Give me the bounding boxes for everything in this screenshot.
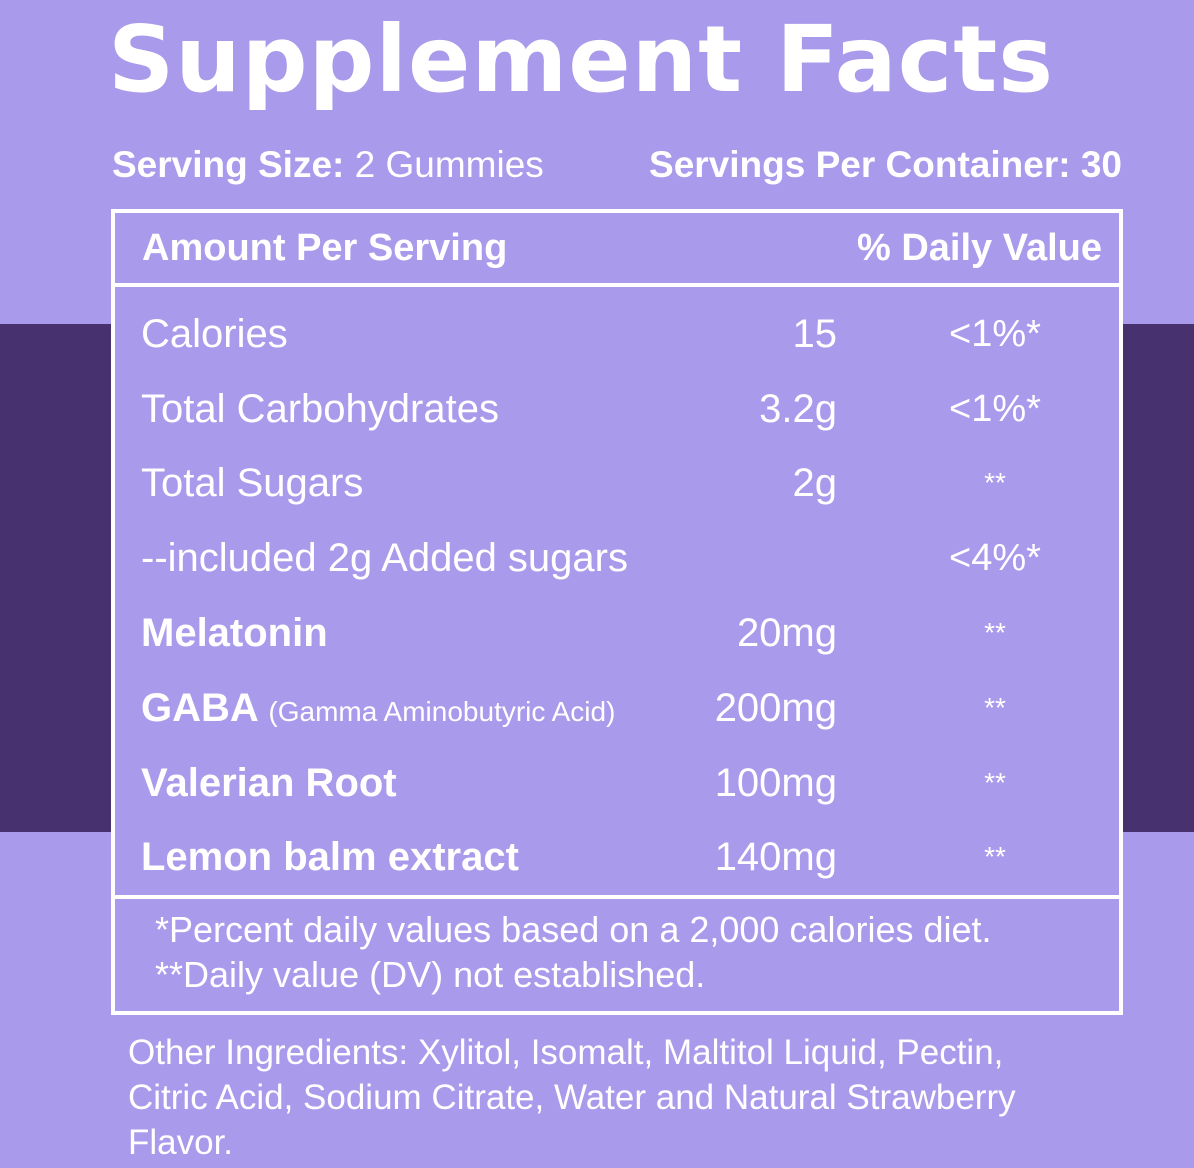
nutrient-name: --included 2g Added sugars xyxy=(141,536,628,580)
servings-per-container-value: 30 xyxy=(1080,144,1122,185)
nutrient-name: Lemon balm extract xyxy=(141,835,519,879)
nutrient-name-group: GABA (Gamma Aminobutyric Acid) xyxy=(141,681,615,739)
facts-panel: Amount Per Serving % Daily Value Calorie… xyxy=(111,209,1123,1015)
nutrient-name: Valerian Root xyxy=(141,761,397,805)
nutrient-name: Melatonin xyxy=(141,611,328,655)
nutrient-daily-value: <1%* xyxy=(949,388,1041,430)
nutrient-row-calories: Calories 15 <1%* xyxy=(115,299,1119,369)
footnote-percent-daily: *Percent daily values based on a 2,000 c… xyxy=(155,909,992,950)
nutrient-daily-value: ** xyxy=(984,841,1006,872)
other-ingredients-line: Other Ingredients: Xylitol, Isomalt, Mal… xyxy=(128,1033,1004,1072)
nutrient-daily-value: ** xyxy=(984,467,1006,498)
nutrient-name: Total Sugars xyxy=(141,461,364,505)
nutrient-name: Calories xyxy=(141,312,288,356)
serving-size-value: 2 Gummies xyxy=(354,144,544,185)
nutrient-amount: 100mg xyxy=(714,761,837,805)
daily-value-header: % Daily Value xyxy=(856,227,1102,269)
page-title: Supplement Facts xyxy=(108,6,1054,113)
nutrient-note: (Gamma Aminobutyric Acid) xyxy=(268,696,616,727)
nutrient-row-gaba: GABA (Gamma Aminobutyric Acid) 200mg ** xyxy=(115,673,1119,743)
nutrient-amount: 20mg xyxy=(736,611,837,655)
facts-footnotes: *Percent daily values based on a 2,000 c… xyxy=(115,895,1119,1011)
serving-size-label: Serving Size: xyxy=(112,144,345,185)
nutrient-row-total-sugars: Total Sugars 2g ** xyxy=(115,448,1119,518)
other-ingredients-line: Citric Acid, Sodium Citrate, Water and N… xyxy=(128,1078,1016,1117)
serving-info: Serving Size: 2 Gummies Servings Per Con… xyxy=(112,140,1122,190)
nutrient-daily-value: <4%* xyxy=(949,537,1041,579)
amount-per-serving-header: Amount Per Serving xyxy=(142,227,508,269)
nutrient-daily-value: ** xyxy=(984,692,1006,723)
nutrient-amount: 2g xyxy=(792,461,838,505)
nutrient-amount: 3.2g xyxy=(759,387,837,431)
other-ingredients-line: Flavor. xyxy=(128,1123,234,1162)
servings-per-container: Servings Per Container: 30 xyxy=(649,140,1122,190)
nutrient-daily-value: <1%* xyxy=(949,313,1041,355)
nutrient-row-lemon-balm-extract: Lemon balm extract 140mg ** xyxy=(115,822,1119,892)
footnote-dv-not-established: **Daily value (DV) not established. xyxy=(155,954,706,995)
nutrient-amount: 200mg xyxy=(714,686,837,730)
nutrient-name: GABA xyxy=(141,686,258,730)
nutrient-row-valerian-root: Valerian Root 100mg ** xyxy=(115,748,1119,818)
nutrient-daily-value: ** xyxy=(984,617,1006,648)
other-ingredients: Other Ingredients: Xylitol, Isomalt, Mal… xyxy=(128,1030,1128,1165)
nutrient-amount: 140mg xyxy=(714,835,837,879)
nutrient-row-melatonin: Melatonin 20mg ** xyxy=(115,598,1119,668)
nutrient-name: Total Carbohydrates xyxy=(141,387,499,431)
nutrient-daily-value: ** xyxy=(984,767,1006,798)
facts-header: Amount Per Serving % Daily Value xyxy=(115,213,1119,287)
nutrient-row-total-carbohydrates: Total Carbohydrates 3.2g <1%* xyxy=(115,374,1119,444)
nutrient-row-added-sugars: --included 2g Added sugars <4%* xyxy=(115,523,1119,593)
servings-per-container-label: Servings Per Container: xyxy=(649,144,1071,185)
nutrient-amount: 15 xyxy=(792,312,838,356)
